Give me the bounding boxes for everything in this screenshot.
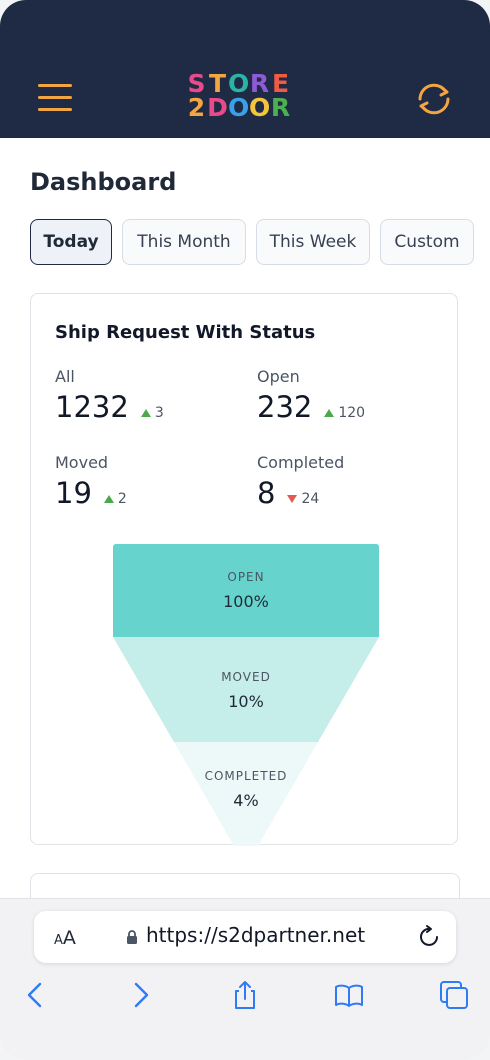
- stat-delta: 3: [154, 405, 164, 421]
- tabs-icon[interactable]: [438, 979, 470, 1011]
- funnel-label-moved: MOVED: [221, 670, 271, 684]
- bookmarks-icon[interactable]: [333, 979, 365, 1011]
- address-bar[interactable]: AA https://s2dpartner.net: [34, 911, 456, 963]
- funnel-label-completed: COMPLETED: [204, 769, 288, 783]
- card-title: Ship Request With Status: [55, 322, 316, 343]
- stat-all: All 1232 3: [55, 367, 235, 424]
- stat-completed: Completed 8 24: [257, 453, 437, 510]
- funnel-value-moved: 10%: [228, 692, 264, 711]
- main-content: Dashboard Today This Month This Week Cus…: [0, 138, 490, 935]
- ship-request-card: Ship Request With Status All 1232 3 Open…: [30, 293, 458, 846]
- status-funnel: OPEN 100% MOVED 10% COMPLETED 4%: [113, 544, 379, 846]
- stat-label: Open: [257, 367, 300, 386]
- funnel-open-segment: [113, 544, 379, 637]
- reload-icon[interactable]: [416, 924, 442, 950]
- logo-letter: D: [207, 93, 228, 122]
- trend-up-icon: [324, 409, 335, 417]
- logo-letter: O: [249, 93, 271, 122]
- funnel-label-open: OPEN: [227, 570, 265, 584]
- text-size-button[interactable]: AA: [54, 927, 76, 949]
- stat-value: 8: [257, 476, 276, 510]
- logo-letter: O: [228, 93, 250, 122]
- stat-moved: Moved 19 2: [55, 453, 235, 510]
- funnel-completed-segment: [174, 742, 318, 846]
- funnel-moved-segment: [113, 637, 379, 742]
- trend-up-icon: [140, 409, 151, 417]
- logo-letter: O: [228, 69, 250, 98]
- tab-this-month[interactable]: This Month: [122, 219, 246, 265]
- stat-value: 232: [257, 390, 313, 424]
- trend-up-icon: [103, 495, 114, 503]
- tab-this-week[interactable]: This Week: [256, 219, 370, 265]
- stat-delta: 2: [117, 491, 127, 507]
- date-range-tabs: Today This Month This Week Custom: [30, 219, 474, 267]
- logo-letter: R: [249, 69, 270, 98]
- stat-label: Completed: [257, 453, 345, 472]
- logo-letter: S: [187, 69, 206, 98]
- logo-letter: T: [208, 69, 227, 98]
- stat-value: 19: [55, 476, 92, 510]
- browser-toolbar: AA https://s2dpartner.net: [0, 898, 490, 1060]
- logo-letter: R: [270, 93, 291, 122]
- stat-open: Open 232 120: [257, 367, 437, 424]
- tab-custom[interactable]: Custom: [380, 219, 474, 265]
- stat-value: 1232: [55, 390, 129, 424]
- share-icon[interactable]: [229, 979, 261, 1011]
- stat-delta: 120: [338, 405, 366, 421]
- funnel-value-completed: 4%: [233, 791, 259, 810]
- refresh-icon[interactable]: [412, 80, 456, 118]
- tab-today[interactable]: Today: [30, 219, 112, 265]
- stat-label: Moved: [55, 453, 109, 472]
- hamburger-icon[interactable]: [38, 84, 72, 114]
- stat-label: All: [55, 367, 75, 386]
- funnel-value-open: 100%: [223, 592, 269, 611]
- page-title: Dashboard: [30, 168, 177, 196]
- logo-letter: E: [271, 69, 290, 98]
- back-icon[interactable]: [20, 979, 52, 1011]
- forward-icon[interactable]: [124, 979, 156, 1011]
- lock-icon: [127, 930, 137, 944]
- logo-letter: 2: [187, 93, 206, 122]
- trend-down-icon: [287, 495, 298, 503]
- url-text: https://s2dpartner.net: [146, 923, 366, 947]
- stat-delta: 24: [301, 491, 320, 507]
